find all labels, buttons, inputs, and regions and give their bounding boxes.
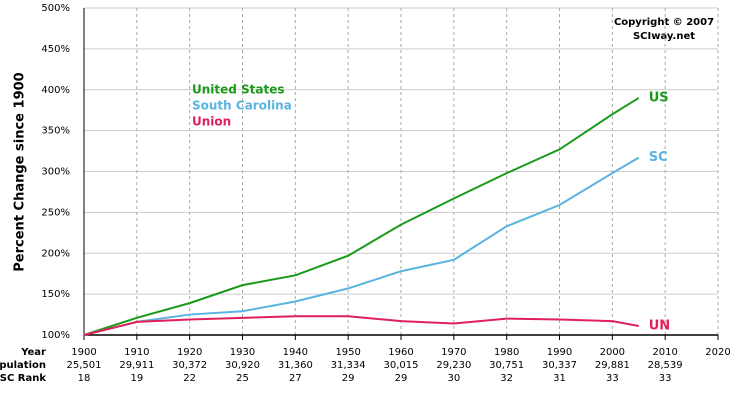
row-value: 31,334 bbox=[331, 360, 366, 371]
copyright: Copyright © 2007 bbox=[614, 17, 714, 28]
row-value: 30,372 bbox=[172, 360, 207, 371]
y-tick-label: 350% bbox=[41, 126, 70, 137]
x-tick-label: 1980 bbox=[494, 347, 519, 358]
x-tick-label: 2020 bbox=[705, 347, 730, 358]
y-tick-label: 200% bbox=[41, 248, 70, 259]
row-value: 29,881 bbox=[595, 360, 630, 371]
x-tick-label: 1920 bbox=[177, 347, 202, 358]
y-tick-label: 300% bbox=[41, 167, 70, 178]
row-label: Population bbox=[0, 360, 46, 371]
row-value: 28,539 bbox=[648, 360, 683, 371]
x-tick-label: 1930 bbox=[230, 347, 255, 358]
row-value: 19 bbox=[130, 373, 143, 384]
x-tick-label: 1990 bbox=[547, 347, 572, 358]
x-tick-label: 2000 bbox=[600, 347, 625, 358]
y-tick-label: 450% bbox=[41, 44, 70, 55]
x-tick-label: 2010 bbox=[652, 347, 677, 358]
y-tick-label: 500% bbox=[41, 3, 70, 14]
row-value: 29,230 bbox=[436, 360, 471, 371]
y-tick-label: 400% bbox=[41, 85, 70, 96]
legend-entry: South Carolina bbox=[192, 99, 292, 113]
row-value: 31 bbox=[553, 373, 566, 384]
row-value: 25 bbox=[236, 373, 249, 384]
row-value: 33 bbox=[606, 373, 619, 384]
y-axis-title: Percent Change since 1900 bbox=[13, 72, 28, 271]
line bbox=[83, 315, 639, 336]
x-tick-label: 1960 bbox=[388, 347, 413, 358]
copyright-site: SCIway.net bbox=[633, 31, 695, 42]
row-value: 30,920 bbox=[225, 360, 260, 371]
row-value: 29 bbox=[342, 373, 355, 384]
x-tick-label: 1900 bbox=[71, 347, 96, 358]
x-tick-label: 1940 bbox=[283, 347, 308, 358]
y-tick-label: 150% bbox=[41, 289, 70, 300]
x-tick-label: 1950 bbox=[335, 347, 360, 358]
row-value: 32 bbox=[500, 373, 513, 384]
line bbox=[83, 156, 640, 336]
x-axis-title: Year bbox=[20, 347, 46, 358]
y-tick-label: 250% bbox=[41, 207, 70, 218]
row-value: 30,015 bbox=[384, 360, 419, 371]
row-value: 30 bbox=[447, 373, 460, 384]
row-value: 29 bbox=[395, 373, 408, 384]
y-tick-label: 100% bbox=[41, 330, 70, 341]
end-label: US bbox=[649, 90, 669, 105]
x-tick-label: 1910 bbox=[124, 347, 149, 358]
row-value: 18 bbox=[78, 373, 91, 384]
legend-entry: Union bbox=[192, 115, 231, 129]
row-value: 25,501 bbox=[67, 360, 102, 371]
end-label: UN bbox=[649, 319, 670, 334]
row-label: SC Rank bbox=[0, 373, 46, 384]
row-value: 33 bbox=[659, 373, 672, 384]
row-value: 30,751 bbox=[489, 360, 524, 371]
legend-entry: United States bbox=[192, 83, 285, 97]
x-tick-label: 1970 bbox=[441, 347, 466, 358]
row-value: 30,337 bbox=[542, 360, 577, 371]
line bbox=[83, 97, 640, 336]
row-value: 31,360 bbox=[278, 360, 313, 371]
end-label: SC bbox=[649, 150, 668, 165]
row-value: 22 bbox=[183, 373, 196, 384]
row-value: 27 bbox=[289, 373, 302, 384]
row-value: 29,911 bbox=[119, 360, 154, 371]
